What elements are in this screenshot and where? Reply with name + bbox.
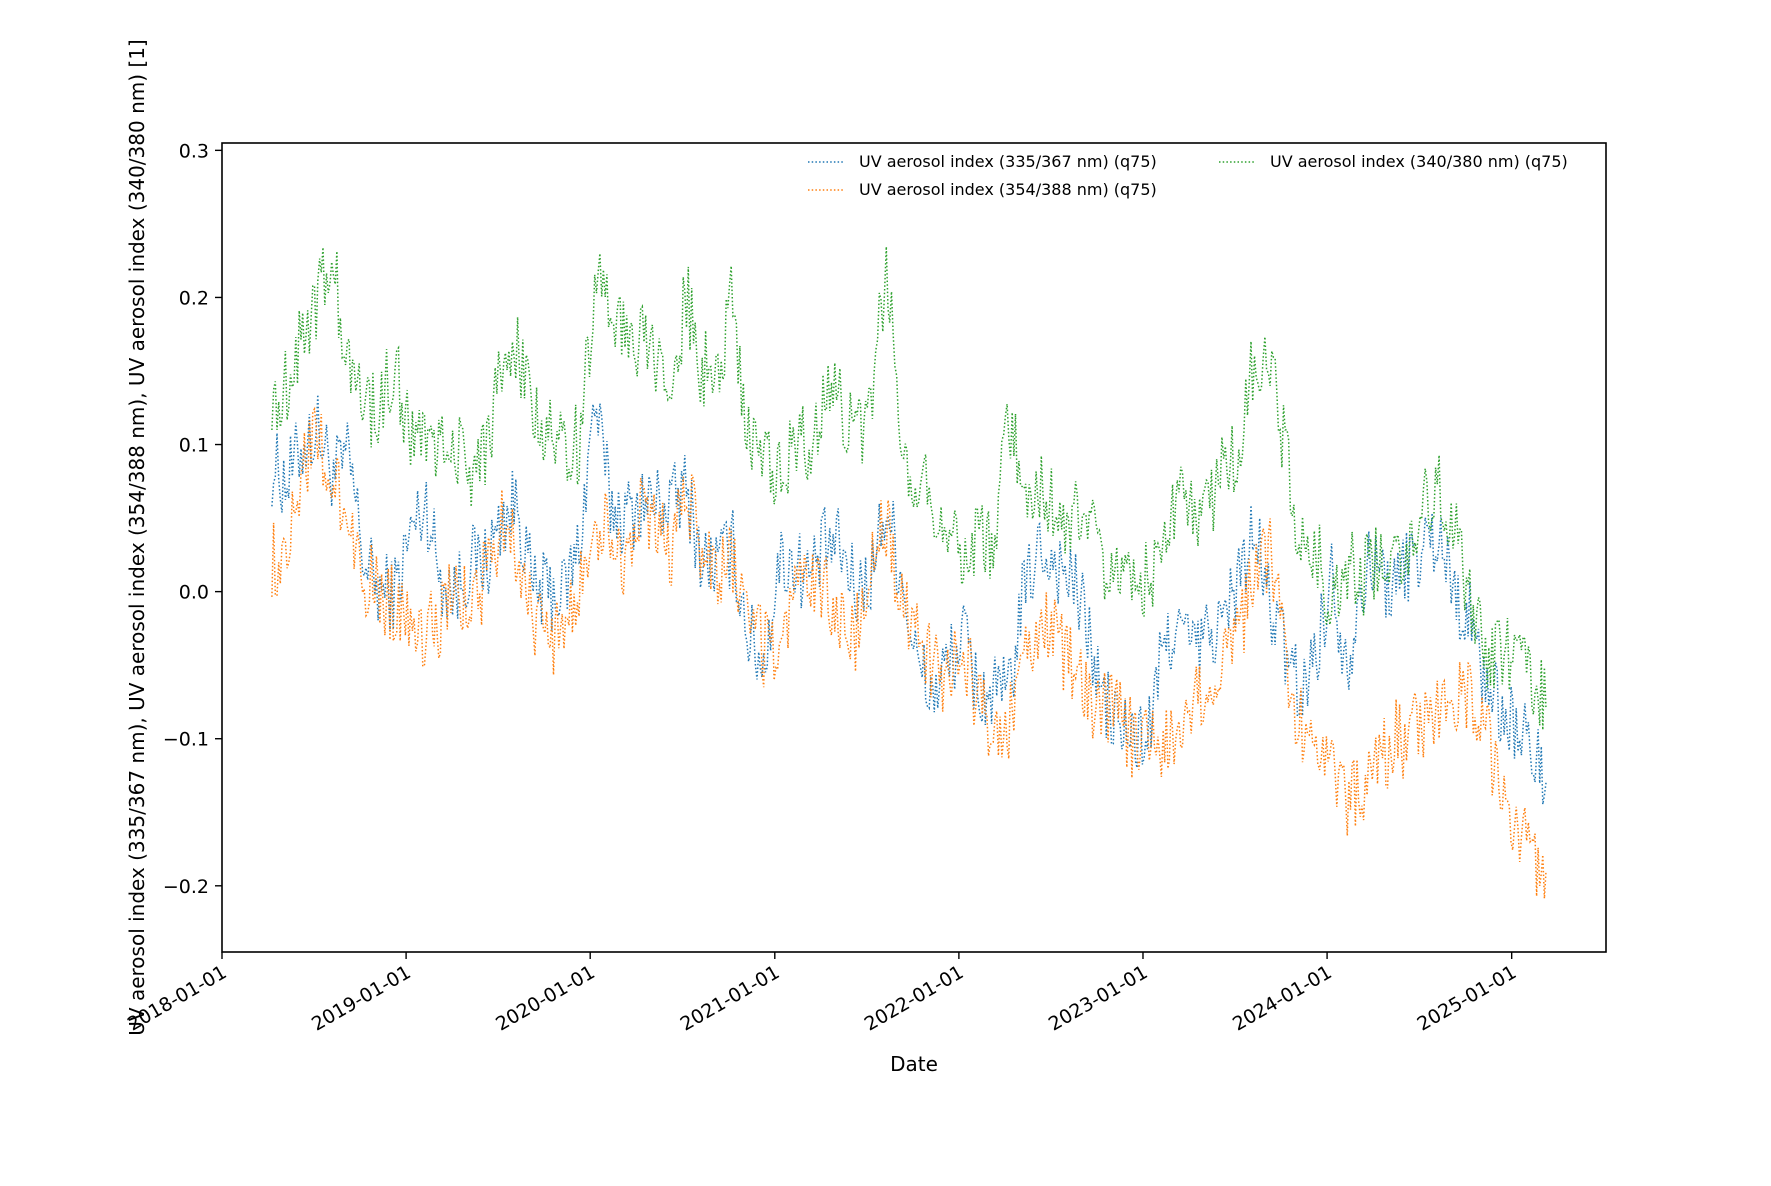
legend-label: UV aerosol index (335/367 nm) (q75) — [859, 152, 1157, 171]
legend-label: UV aerosol index (354/388 nm) (q75) — [859, 180, 1157, 199]
y-tick-label: 0.1 — [179, 435, 209, 457]
series-line — [271, 246, 1547, 730]
y-tick-label: 0.2 — [179, 287, 209, 309]
legend-label: UV aerosol index (340/380 nm) (q75) — [1270, 152, 1568, 171]
y-axis: −0.2 −0.1 0.0 0.1 0.2 0.3 — [163, 140, 222, 898]
y-tick-label: 0.3 — [179, 140, 209, 162]
series-line — [271, 406, 1547, 899]
legend: UV aerosol index (335/367 nm) (q75) UV ae… — [808, 152, 1568, 199]
x-axis-label: Date — [890, 1052, 938, 1076]
series-line — [271, 394, 1547, 805]
y-tick-label: −0.1 — [163, 729, 209, 751]
y-tick-label: −0.2 — [163, 876, 209, 898]
y-tick-label: 0.0 — [179, 582, 209, 604]
series-layer — [271, 246, 1547, 899]
y-axis-label: UV aerosol index (335/367 nm), UV aeroso… — [125, 39, 149, 1035]
plot-frame — [221, 142, 1607, 953]
